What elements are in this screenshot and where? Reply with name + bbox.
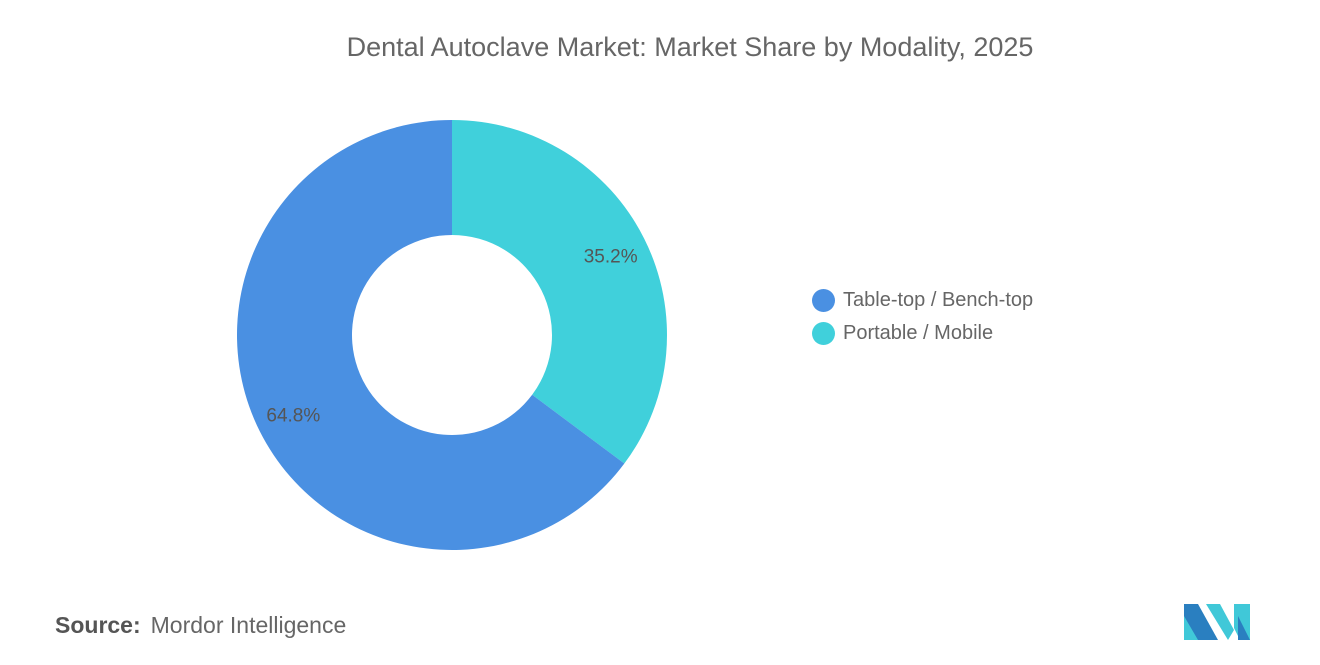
data-label: 35.2%	[584, 246, 638, 267]
chart-title: Dental Autoclave Market: Market Share by…	[346, 32, 1034, 62]
source-value: Mordor Intelligence	[150, 612, 347, 638]
mordor-logo	[1184, 604, 1250, 640]
legend-item-table-top: Table-top / Bench-top	[812, 284, 1033, 317]
legend-item-portable: Portable / Mobile	[812, 317, 1033, 350]
legend: Table-top / Bench-top Portable / Mobile	[812, 284, 1033, 350]
data-label: 64.8%	[266, 406, 320, 427]
legend-swatch	[812, 289, 835, 312]
source-note: Source: Mordor Intelligence	[55, 612, 346, 639]
legend-label: Portable / Mobile	[843, 322, 994, 344]
legend-label: Table-top / Bench-top	[843, 289, 1034, 311]
source-label: Source:	[55, 612, 141, 638]
legend-swatch	[812, 322, 835, 345]
slice-table-top	[236, 120, 625, 550]
slice-portable	[452, 120, 667, 464]
